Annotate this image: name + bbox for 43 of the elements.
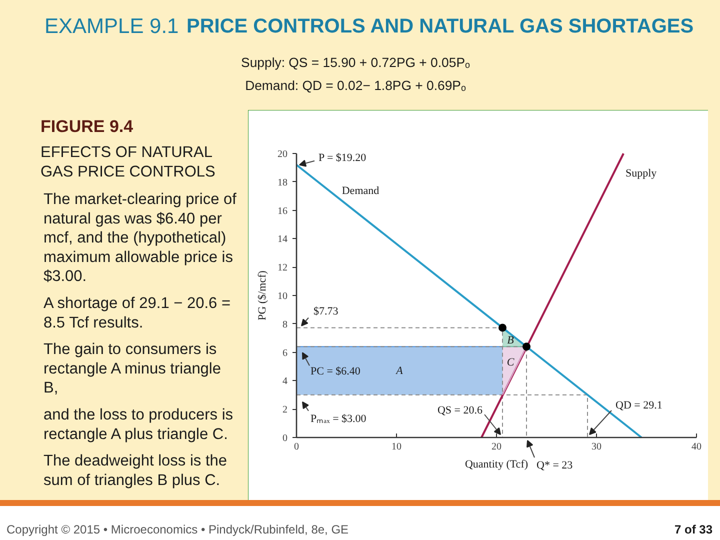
series-label: Demand: [342, 184, 380, 197]
y-tick-label: 8: [282, 319, 288, 330]
chart-subtitle: PRICE CONTROLS AND NATURAL GAS SHORTAGES: [186, 16, 694, 38]
x-tick-label: 20: [492, 442, 502, 452]
y-axis-title: PG ($/mcf): [256, 270, 268, 320]
text: EFFECTS OF NATURAL GAS PRICE CONTROLS: [40, 144, 216, 180]
x-tick-label: 40: [692, 442, 702, 452]
y-tick-label: 10: [278, 291, 288, 302]
x-tick-label: 30: [592, 442, 602, 452]
text: EXAMPLE 9.1: [44, 15, 179, 38]
x-tick-label: 10: [392, 442, 402, 452]
series-label: B: [507, 334, 514, 346]
text: Copyright © 2015 • Microeconomics • Pindyck/Rubinfeld, 8e, GE: [6, 522, 349, 536]
y-tick-label: 12: [278, 262, 288, 274]
x-tick-label: 0: [294, 442, 299, 452]
y-tick-label: 20: [278, 149, 288, 160]
text: Supply: QS = 15.90 + 0.72PG + 0.05Pₒ: [241, 55, 470, 70]
series-label: Supply: [626, 168, 658, 180]
y-tick-label: 14: [278, 234, 288, 246]
annotation: Q* = 23: [536, 460, 574, 472]
y-tick-label: 18: [278, 177, 288, 188]
annotation: Pₘₐₓ = $3.00: [310, 412, 367, 425]
text: The gain to consumers is rectangle A minus triangle B,: [44, 341, 221, 397]
y-tick-label: 6: [282, 348, 288, 359]
y-tick-label: 2: [282, 404, 288, 416]
annotation: $7.73: [314, 306, 339, 318]
x-axis-title: Quantity (Tcf): [464, 458, 528, 470]
text: The deadweight loss is the sum of triangles B plus C.: [44, 452, 228, 489]
annotation: QD = 29.1: [616, 400, 662, 412]
caption: FIGURE 9.4: [40, 117, 134, 136]
annotation: QS = 20.6: [437, 404, 483, 416]
series-label: A: [395, 364, 404, 377]
y-tick-label: 16: [278, 206, 288, 217]
text: Demand: QD = 0.02− 1.8PG + 0.69Pₒ: [245, 78, 466, 93]
y-tick-label: 4: [282, 376, 288, 388]
y-tick-label: 0: [282, 433, 288, 444]
text: A shortage of 29.1 − 20.6 = 8.5 Tcf results.: [44, 295, 231, 332]
annotation: P = $19.20: [318, 152, 367, 164]
text: 7 of 33: [674, 522, 713, 536]
annotation: PC = $6.40: [310, 366, 361, 378]
series-label: C: [506, 356, 515, 369]
text: and the loss to producers is rectangle A plus triangle C.: [44, 406, 234, 443]
text: The market-clearing price of natural gas was $6.40 per mcf, and the (hypothetical) maximum allowable price is $3.00.: [44, 191, 238, 286]
